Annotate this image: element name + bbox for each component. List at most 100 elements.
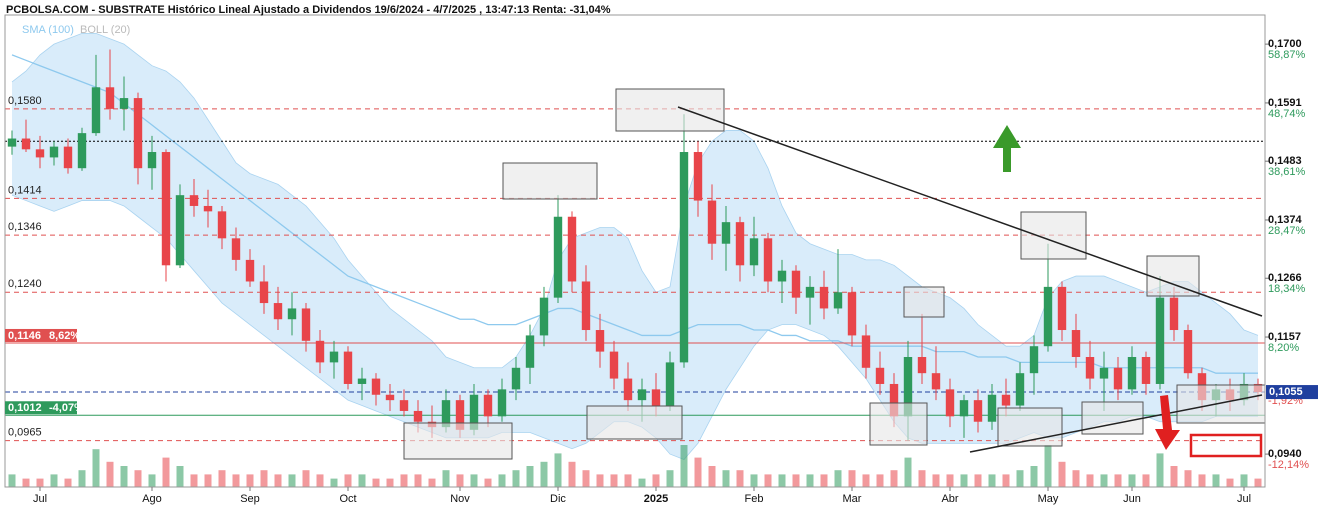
volume-bar — [246, 474, 254, 487]
candle-body — [399, 400, 409, 411]
volume-bar — [1170, 466, 1178, 487]
volume-bar — [932, 474, 940, 487]
volume-bar — [120, 466, 128, 487]
volume-bar — [288, 474, 296, 487]
y-tick-pct: 58,87% — [1268, 49, 1306, 61]
volume-bar — [1086, 474, 1094, 487]
annotation-box — [903, 286, 945, 318]
volume-bar — [78, 470, 86, 487]
volume-bar — [1016, 470, 1024, 487]
candle-body — [945, 389, 955, 417]
volume-bar — [302, 470, 310, 487]
legend-entry: SMA (100) — [22, 24, 74, 36]
volume-bar — [1030, 466, 1038, 487]
y-tick-pct: 28,47% — [1268, 225, 1306, 237]
level-label: 0,1580 — [8, 95, 42, 107]
candle-body — [441, 400, 451, 428]
candle-body — [357, 378, 367, 384]
volume-bar — [526, 466, 534, 487]
candle-body — [1183, 330, 1193, 374]
y-tick-label: 0,1374 — [1268, 214, 1303, 226]
candles-layer — [7, 49, 1263, 441]
volume-bar — [834, 470, 842, 487]
volume-bar — [722, 470, 730, 487]
annotation-box — [1176, 384, 1266, 424]
x-tick-label: Nov — [450, 493, 470, 505]
candle-body — [1071, 330, 1081, 357]
candle-body — [483, 394, 493, 417]
candle-body — [77, 133, 87, 169]
volume-bar — [22, 478, 30, 487]
x-tick-label: 2025 — [644, 493, 668, 505]
candle-body — [371, 378, 381, 395]
volume-bar — [596, 474, 604, 487]
candle-body — [231, 238, 241, 260]
volume-bar — [400, 474, 408, 487]
volume-bar — [8, 474, 16, 487]
down-arrow — [1155, 395, 1180, 450]
candle-body — [161, 152, 171, 266]
volume-bar — [92, 449, 100, 487]
candle-body — [553, 216, 563, 298]
volume-bar — [974, 474, 982, 487]
x-tick-label: Feb — [745, 493, 764, 505]
level-label: 0,1012 — [8, 402, 42, 414]
volume-bar — [806, 474, 814, 487]
candle-body — [847, 292, 857, 336]
candle-body — [497, 389, 507, 417]
volume-bar — [568, 461, 576, 487]
annotation-box — [1020, 211, 1087, 260]
y-tick-pct: 38,61% — [1268, 166, 1306, 178]
candle-body — [35, 149, 45, 158]
x-tick-label: Jul — [1237, 493, 1251, 505]
volume-bar — [428, 478, 436, 487]
volume-bar — [652, 474, 660, 487]
candle-body — [539, 297, 549, 336]
candle-body — [973, 400, 983, 422]
candle-body — [623, 378, 633, 401]
volume-bar — [106, 461, 114, 487]
candle-body — [959, 400, 969, 417]
volume-bar — [988, 474, 996, 487]
candle-body — [525, 335, 535, 368]
candle-body — [581, 281, 591, 331]
volume-bar — [50, 474, 58, 487]
candle-body — [273, 303, 283, 320]
volume-bar — [694, 457, 702, 487]
x-tick-label: Jun — [1123, 493, 1141, 505]
candle-body — [931, 373, 941, 390]
volume-bar — [848, 470, 856, 487]
y-tick-label: 0,1266 — [1268, 272, 1302, 284]
candle-body — [385, 394, 395, 401]
candle-body — [595, 330, 605, 352]
volume-bar — [1142, 474, 1150, 487]
candle-body — [105, 87, 115, 109]
chart-title: PCBOLSA.COM - SUBSTRATE Histórico Lineal… — [6, 4, 611, 16]
candle-body — [455, 400, 465, 430]
volume-bar — [1100, 474, 1108, 487]
volume-bar — [582, 470, 590, 487]
candle-body — [1001, 394, 1011, 406]
legend-entry: BOLL (20) — [80, 24, 130, 36]
volume-bar — [1184, 470, 1192, 487]
volume-bar — [148, 474, 156, 487]
candle-body — [791, 270, 801, 298]
trend-line — [969, 394, 1263, 453]
candle-body — [413, 410, 423, 422]
volume-bar — [344, 474, 352, 487]
annotations — [403, 88, 1266, 460]
volume-bar — [736, 470, 744, 487]
volume-bar — [1156, 453, 1164, 487]
x-tick-label: Dic — [550, 493, 566, 505]
candle-body — [175, 195, 185, 266]
candle-body — [917, 356, 927, 374]
volume-bar — [778, 474, 786, 487]
volume-bar — [260, 470, 268, 487]
annotation-box — [997, 407, 1063, 447]
volume-bar — [1072, 470, 1080, 487]
volume-bar — [414, 474, 422, 487]
candle-body — [189, 195, 199, 206]
candle-body — [217, 211, 227, 239]
candle-body — [315, 340, 325, 363]
candle-body — [1169, 297, 1179, 331]
